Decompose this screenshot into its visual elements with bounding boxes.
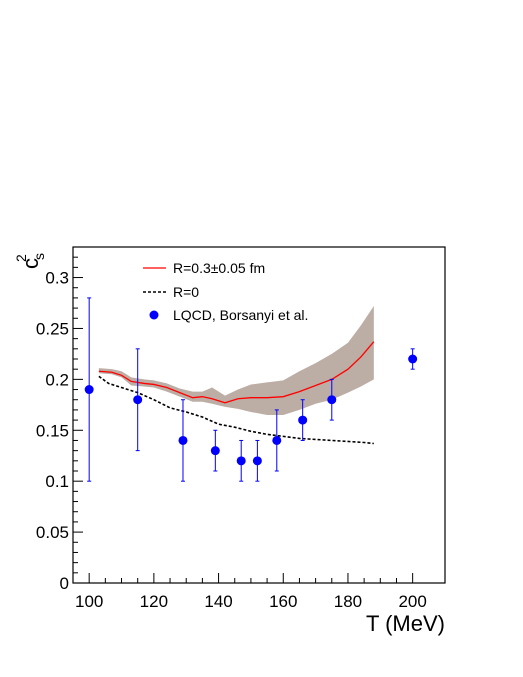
lqcd-data-point: [84, 385, 94, 395]
x-tick-label: 200: [398, 592, 426, 611]
x-tick-label: 180: [334, 592, 362, 611]
y-axis-ticks: 0 0.05 0.1 0.15 0.2 0.25 0.3: [36, 256, 83, 593]
svg-text:c: c: [18, 258, 43, 269]
lqcd-data-point: [236, 456, 246, 466]
y-tick-label: 0: [60, 574, 69, 593]
lqcd-data-point: [210, 446, 220, 456]
y-tick-label: 0.05: [36, 523, 69, 542]
y-tick-label: 0.25: [36, 319, 69, 338]
y-axis-title-superscript: 2: [13, 254, 29, 262]
legend: R=0.3±0.05 fm R=0 LQCD, Borsanyi et al.: [143, 260, 308, 323]
data-points-group: [84, 297, 418, 482]
y-tick-label: 0.3: [45, 269, 69, 288]
x-tick-label: 100: [75, 592, 103, 611]
lqcd-data-point: [408, 354, 418, 364]
lqcd-data-point: [272, 435, 282, 445]
lqcd-data-point: [327, 395, 337, 405]
y-tick-label: 0.1: [45, 472, 69, 491]
legend-label-lqcd: LQCD, Borsanyi et al.: [173, 307, 308, 323]
lqcd-data-point: [298, 415, 308, 425]
lqcd-data-point: [252, 456, 262, 466]
y-tick-label: 0.2: [45, 370, 69, 389]
legend-swatch-lqcd-dot: [149, 310, 159, 320]
legend-label-r0: R=0: [173, 284, 199, 300]
y-axis-title: c 2 s: [13, 253, 47, 269]
y-tick-label: 0.15: [36, 421, 69, 440]
x-tick-label: 120: [140, 592, 168, 611]
y-axis-title-subscript: s: [31, 253, 47, 260]
y-axis-title-base: c: [18, 258, 43, 269]
x-tick-label: 140: [204, 592, 232, 611]
legend-label-model: R=0.3±0.05 fm: [173, 260, 265, 276]
plot-frame: [72, 246, 446, 584]
lqcd-data-point: [178, 435, 188, 445]
lqcd-data-point: [133, 395, 143, 405]
x-axis-title: T (MeV): [366, 611, 445, 636]
x-tick-label: 160: [269, 592, 297, 611]
x-axis-ticks: 100 120 140 160 180 200: [75, 573, 427, 611]
